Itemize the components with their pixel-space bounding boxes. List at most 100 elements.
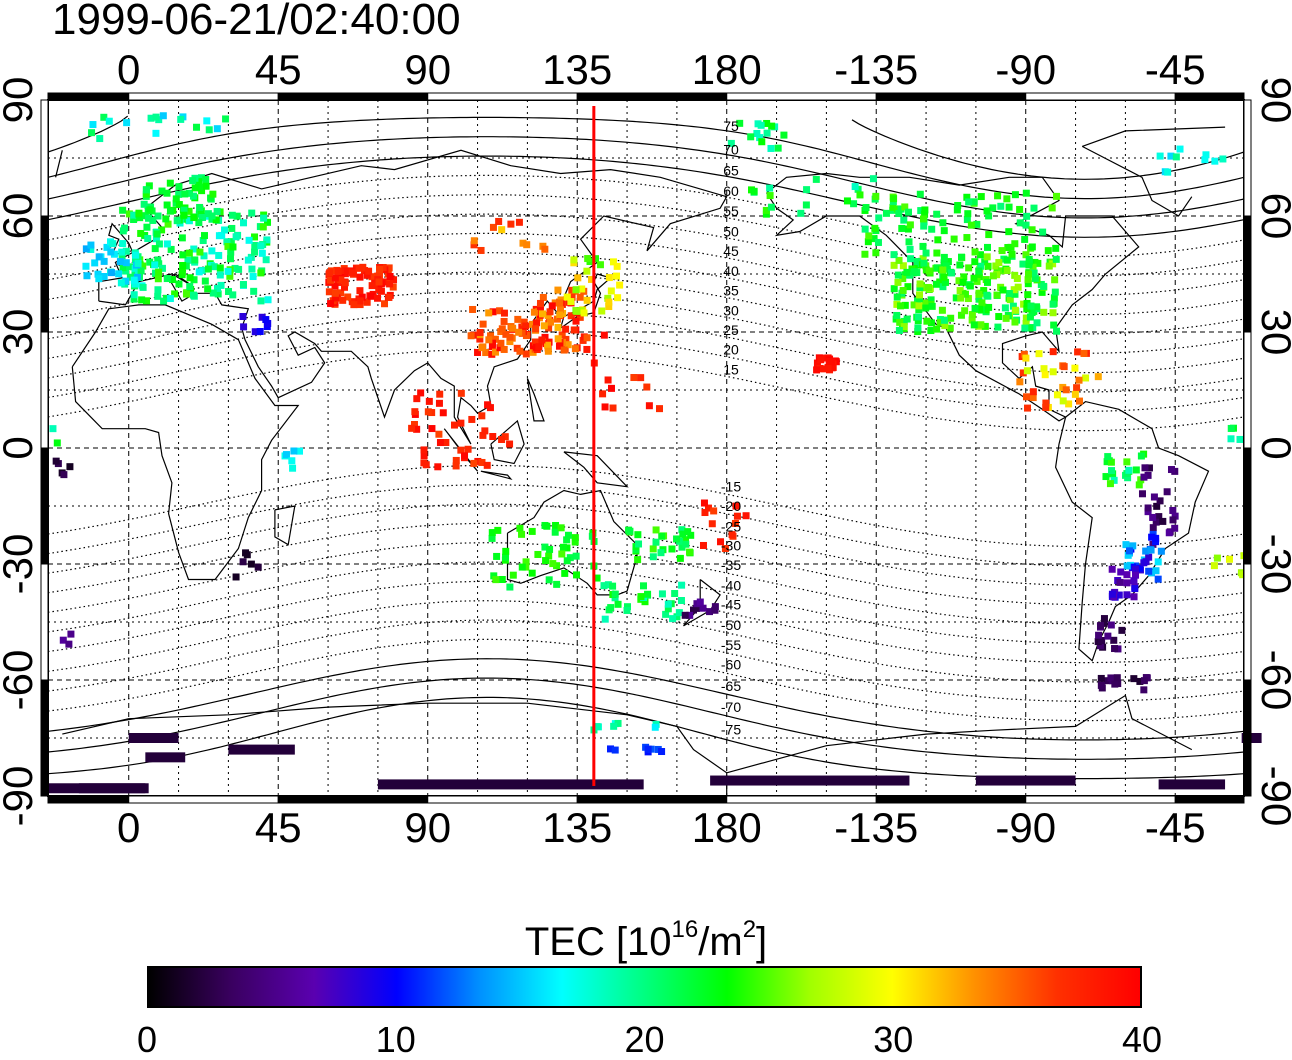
tec-cell <box>994 323 1002 331</box>
bottom-scale-bar <box>576 795 728 804</box>
left-scale-bar <box>40 99 49 217</box>
tec-cell <box>913 261 921 269</box>
tec-cell <box>1152 567 1160 575</box>
tec-cell <box>977 321 985 329</box>
tec-cell <box>260 214 268 222</box>
lat-tick-label-left: 30 <box>0 309 41 356</box>
tec-cell <box>222 115 230 123</box>
tec-cell <box>762 206 770 214</box>
tec-cell <box>489 223 497 231</box>
tec-cell <box>673 535 681 543</box>
tec-cell <box>758 138 766 146</box>
mlat-label: -15 <box>721 479 741 495</box>
tec-cell <box>522 332 530 340</box>
tec-cell <box>655 405 663 413</box>
tec-cell <box>479 320 487 328</box>
tec-cell <box>580 309 588 317</box>
tec-cell <box>975 267 983 275</box>
tec-cell <box>487 332 495 340</box>
tec-cell <box>495 217 503 225</box>
tec-cell <box>1022 320 1030 328</box>
tec-cell <box>989 204 997 212</box>
tec-cell <box>1153 502 1161 510</box>
tec-cell <box>520 318 528 326</box>
tec-cell <box>624 603 632 611</box>
left-scale-bar <box>40 679 49 797</box>
tec-cell <box>901 301 909 309</box>
top-scale-bar <box>1174 92 1245 101</box>
tec-cell <box>553 315 561 323</box>
tec-cell <box>910 268 918 276</box>
tec-cell <box>121 224 129 232</box>
tec-cell <box>209 190 217 198</box>
tec-map: 0045459090135135180180-135-135-90-90-45-… <box>0 46 1292 851</box>
tec-cell <box>604 376 612 384</box>
mlat-label: -65 <box>721 678 741 694</box>
mlat-label: 20 <box>723 341 739 357</box>
tec-cell <box>193 123 201 131</box>
tec-cell <box>1004 244 1012 252</box>
coastline <box>490 419 525 465</box>
tec-cell <box>239 313 247 321</box>
tec-cell <box>1011 240 1019 248</box>
tec-cell <box>167 245 175 253</box>
tec-cell <box>850 200 858 208</box>
tec-cell <box>107 248 115 256</box>
tec-cell <box>927 296 935 304</box>
tec-cell <box>59 636 67 644</box>
tec-cell <box>356 297 364 305</box>
tec-cell <box>422 461 430 469</box>
colorbar-tick-label: 10 <box>375 1019 416 1060</box>
mlat-contour <box>47 600 1245 683</box>
tec-cell <box>1227 435 1235 443</box>
tec-cell <box>1030 269 1038 277</box>
tec-cell <box>132 251 140 259</box>
coastline <box>1054 400 1210 662</box>
tec-cell-band <box>78 783 146 794</box>
tec-cell <box>1142 547 1150 555</box>
tec-cell <box>975 273 983 281</box>
tec-cell <box>686 548 694 556</box>
tec-cell <box>677 597 685 605</box>
tec-cell <box>1023 305 1031 313</box>
tec-cell <box>1140 473 1148 481</box>
tec-cell <box>130 291 138 299</box>
tec-cell <box>576 313 584 321</box>
tec-cell <box>984 262 992 270</box>
tec-cell <box>1118 626 1126 634</box>
tec-cell <box>567 312 575 320</box>
tec-cell <box>232 233 240 241</box>
tec-cell <box>963 193 971 201</box>
tec-cell <box>160 297 168 305</box>
tec-cell <box>551 528 559 536</box>
tec-cell <box>1019 260 1027 268</box>
tec-cell <box>1033 303 1041 311</box>
tec-cell <box>189 177 197 185</box>
tec-cell <box>579 336 587 344</box>
tec-cell <box>1100 615 1108 623</box>
tec-cell <box>941 322 949 330</box>
mlat-contour <box>47 115 1245 180</box>
tec-cell <box>516 347 524 355</box>
tec-cell <box>1210 562 1218 570</box>
tec-cell <box>634 531 642 539</box>
tec-cell <box>227 238 235 246</box>
tec-cell <box>1149 513 1157 521</box>
tec-cell <box>607 287 615 295</box>
tec-cell <box>245 236 253 244</box>
tec-cell <box>1026 313 1034 321</box>
lat-tick-label-right: 90 <box>1253 77 1292 124</box>
tec-cell <box>83 272 91 280</box>
tec-cell <box>564 341 572 349</box>
tec-cell <box>1033 319 1041 327</box>
tec-cell <box>159 112 167 120</box>
tec-cell <box>750 187 758 195</box>
tec-cell <box>1202 151 1210 159</box>
tec-cell <box>893 311 901 319</box>
tec-cell <box>1104 453 1112 461</box>
tec-cell <box>964 210 972 218</box>
tec-cell <box>1003 256 1011 264</box>
tec-cell <box>1154 558 1162 566</box>
tec-cell <box>957 311 965 319</box>
tec-cell <box>251 233 259 241</box>
